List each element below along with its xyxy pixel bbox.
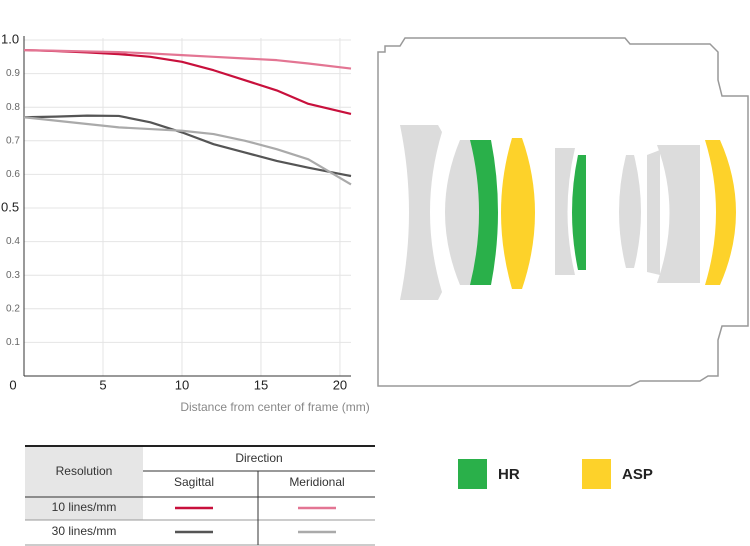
x-tick-label: 15 (254, 377, 268, 392)
lens-element (619, 155, 641, 268)
series-line (23, 116, 352, 186)
y-tick-label: 0.1 (6, 337, 20, 348)
x-tick-label: 20 (333, 377, 347, 392)
lens-legend-label: ASP (622, 466, 653, 483)
lens-legend-swatch (582, 459, 611, 489)
table-column-header: Meridional (289, 475, 344, 489)
table-column-header: Sagittal (174, 475, 214, 489)
lens-element (555, 148, 575, 275)
x-tick-label: 10 (175, 377, 189, 392)
x-tick-label: 5 (99, 377, 106, 392)
table: Resolution Direction (25, 445, 375, 546)
lens-element-asp (705, 140, 736, 285)
lens-element-asp (501, 138, 535, 289)
y-tick-label: 0.5 (1, 199, 19, 214)
y-tick-label: 0.8 (6, 102, 20, 113)
table-row-label: 30 lines/mm (52, 524, 117, 538)
lens-legend-label: HR (498, 466, 520, 483)
lens-barrel (377, 37, 749, 387)
y-tick-label: 0.6 (6, 169, 20, 180)
series-line (23, 114, 352, 178)
lens-element (400, 125, 442, 300)
table-row-label: 10 lines/mm (52, 500, 117, 514)
lens-legend-swatch (458, 459, 487, 489)
lens-element (657, 145, 700, 283)
y-tick-label: 0.3 (6, 270, 20, 281)
y-tick-label: 1.0 (1, 31, 19, 46)
x-tick-label: 0 (9, 377, 16, 392)
y-tick-label: 0.7 (6, 135, 20, 146)
lens-diagram (377, 37, 749, 387)
lens-element-hr (572, 155, 586, 270)
x-axis-label: Distance from center of frame (mm) (180, 400, 369, 414)
lens-element-hr (470, 140, 498, 285)
y-tick-label: 0.9 (6, 68, 20, 79)
lens-element (445, 140, 485, 285)
y-tick-label: 0.4 (6, 236, 20, 247)
table-header: Direction (235, 451, 282, 465)
series-line (23, 48, 352, 70)
y-tick-label: 0.2 (6, 303, 20, 314)
table-row-header (25, 497, 143, 520)
series-line (23, 48, 352, 115)
table-header: Resolution (56, 464, 113, 478)
table-header-cell (25, 447, 143, 497)
lens-element (647, 150, 660, 275)
